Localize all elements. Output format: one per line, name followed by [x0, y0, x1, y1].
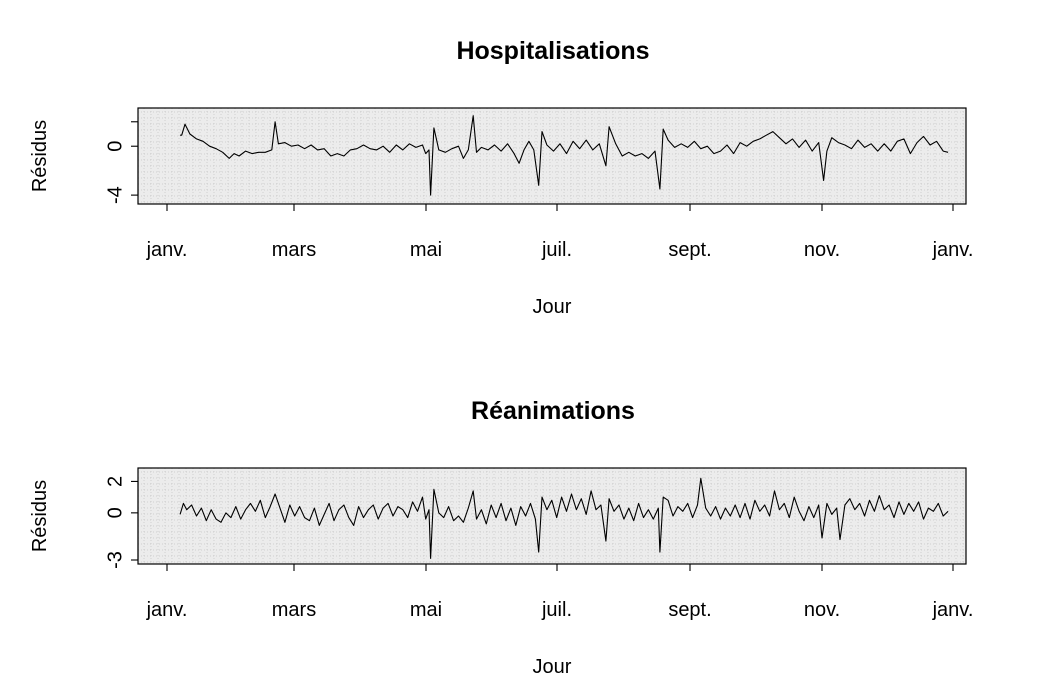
y-tick-label: -3	[104, 551, 126, 569]
chart-title: Hospitalisations	[456, 37, 649, 65]
x-tick-label: mai	[410, 599, 442, 621]
x-tick-label: mars	[272, 599, 316, 621]
y-tick-label: 0	[104, 141, 126, 152]
x-tick-label: sept.	[668, 599, 711, 621]
x-tick-label: sept.	[668, 239, 711, 261]
x-tick-label: nov.	[804, 239, 840, 261]
x-tick-label: janv.	[146, 239, 188, 261]
y-tick-label: 0	[104, 507, 126, 518]
reanimations-panel: Réanimations janv. mars mai juil. sept. nov. j…	[29, 397, 973, 678]
chart-title: Réanimations	[471, 397, 635, 425]
x-axis-label: Jour	[533, 296, 572, 318]
y-axis: 2 0 -3	[104, 476, 139, 569]
x-tick-label: mai	[410, 239, 442, 261]
y-tick-label: 2	[104, 476, 126, 487]
y-axis-label: Résidus	[29, 120, 51, 192]
y-axis-label: Résidus	[29, 480, 51, 552]
series-line	[180, 115, 949, 196]
x-axis: janv. mars mai juil. sept. nov. janv.	[146, 563, 974, 621]
x-tick-label: janv.	[146, 599, 188, 621]
series-line	[179, 477, 949, 559]
residuals-series	[180, 115, 949, 196]
x-tick-label: janv.	[932, 239, 974, 261]
x-tick-label: juil.	[541, 239, 572, 261]
x-tick-label: janv.	[932, 599, 974, 621]
y-tick-label: -4	[104, 186, 126, 204]
x-tick-label: juil.	[541, 599, 572, 621]
residuals-series	[179, 477, 949, 559]
hospitalisations-panel: Hospitalisations janv. mars mai juil. sept. n…	[29, 37, 973, 318]
plot-grid	[138, 468, 966, 564]
x-tick-label: mars	[272, 239, 316, 261]
y-axis: 0 -4	[104, 121, 139, 204]
x-tick-label: nov.	[804, 599, 840, 621]
x-axis: janv. mars mai juil. sept. nov. janv.	[146, 203, 974, 261]
x-axis-label: Jour	[533, 656, 572, 678]
